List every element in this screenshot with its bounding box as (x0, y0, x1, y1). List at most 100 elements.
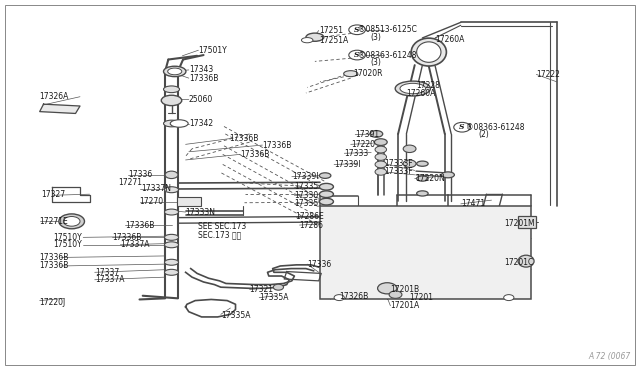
Text: 17335: 17335 (294, 182, 319, 191)
Text: S: S (355, 26, 360, 34)
Ellipse shape (396, 81, 431, 96)
Text: 17333N: 17333N (186, 208, 216, 217)
Text: 17510Y: 17510Y (53, 240, 82, 249)
Text: 17501Y: 17501Y (198, 46, 227, 55)
Text: 17270: 17270 (140, 197, 164, 206)
Ellipse shape (417, 191, 428, 196)
Circle shape (375, 161, 387, 168)
Text: 17201M: 17201M (504, 219, 535, 228)
Text: ®08513-6125C: ®08513-6125C (358, 25, 417, 34)
Text: 17333: 17333 (344, 149, 369, 158)
Text: 17271E: 17271E (40, 217, 68, 226)
Ellipse shape (319, 191, 333, 198)
Text: 17336B: 17336B (40, 253, 69, 262)
Ellipse shape (400, 83, 426, 94)
Ellipse shape (344, 71, 358, 77)
Text: 17336B: 17336B (40, 262, 69, 270)
Text: SEC.173 参照: SEC.173 参照 (198, 231, 242, 240)
Text: 17333F: 17333F (384, 167, 413, 176)
Circle shape (59, 214, 84, 229)
Text: S: S (460, 123, 465, 131)
Text: 17335A: 17335A (221, 311, 250, 320)
Ellipse shape (319, 173, 331, 178)
Polygon shape (40, 104, 80, 113)
Bar (320, 206, 531, 299)
Text: 17020R: 17020R (353, 69, 383, 78)
Text: 17260A: 17260A (406, 89, 436, 98)
Text: (2): (2) (479, 130, 490, 139)
Text: 17201: 17201 (410, 293, 434, 302)
Text: 17201B: 17201B (390, 285, 420, 294)
Text: 17220: 17220 (351, 140, 375, 149)
Text: 17222: 17222 (536, 70, 560, 79)
Circle shape (403, 160, 416, 167)
Ellipse shape (417, 42, 441, 62)
Text: SEE SEC.173: SEE SEC.173 (198, 222, 246, 231)
Circle shape (403, 145, 416, 153)
Text: S: S (355, 51, 360, 59)
Circle shape (454, 122, 470, 132)
Text: 17391: 17391 (355, 130, 380, 139)
Ellipse shape (301, 38, 313, 43)
Text: 17336B: 17336B (112, 233, 141, 242)
Circle shape (165, 171, 178, 179)
Text: 17335: 17335 (294, 199, 319, 208)
Text: ®08363-61248: ®08363-61248 (358, 51, 417, 60)
Text: 17336: 17336 (307, 260, 332, 269)
Ellipse shape (417, 176, 428, 181)
Text: 17337A: 17337A (95, 275, 124, 284)
Ellipse shape (370, 131, 383, 137)
Text: 17321: 17321 (250, 285, 274, 294)
Ellipse shape (164, 66, 186, 77)
Text: 17335A: 17335A (259, 293, 289, 302)
Text: 17339I: 17339I (292, 172, 318, 181)
Ellipse shape (442, 172, 454, 178)
Ellipse shape (164, 187, 179, 193)
Text: 17286: 17286 (300, 221, 324, 230)
Text: (3): (3) (370, 58, 381, 67)
Ellipse shape (374, 139, 387, 145)
Circle shape (63, 217, 80, 226)
Circle shape (375, 154, 387, 160)
Text: 17510Y: 17510Y (53, 233, 82, 242)
Ellipse shape (164, 269, 179, 275)
Circle shape (504, 295, 514, 301)
Ellipse shape (412, 38, 447, 66)
Circle shape (375, 169, 387, 175)
Ellipse shape (168, 68, 182, 75)
Text: (3): (3) (370, 33, 381, 42)
Text: 17339I: 17339I (334, 160, 360, 169)
Text: 17337: 17337 (95, 268, 119, 277)
Text: 17343: 17343 (189, 65, 213, 74)
Text: 17342: 17342 (189, 119, 213, 128)
Text: 17327: 17327 (42, 190, 66, 199)
Text: 17336B: 17336B (229, 134, 259, 143)
Text: A 72 (0067: A 72 (0067 (588, 352, 630, 361)
Text: 17336B: 17336B (262, 141, 292, 150)
Text: 17228: 17228 (416, 81, 440, 90)
Text: 17336B: 17336B (189, 74, 218, 83)
Circle shape (378, 283, 397, 294)
Text: 17336B: 17336B (240, 150, 269, 159)
Text: 17201A: 17201A (390, 301, 420, 310)
Text: 17260A: 17260A (435, 35, 465, 44)
Text: 17337N: 17337N (141, 185, 171, 193)
Ellipse shape (164, 120, 179, 127)
Circle shape (349, 25, 365, 35)
Text: 17201C: 17201C (504, 258, 534, 267)
Circle shape (375, 146, 387, 153)
Ellipse shape (319, 198, 333, 205)
Ellipse shape (164, 242, 179, 248)
Text: 17471: 17471 (461, 199, 485, 208)
Text: 17271: 17271 (118, 178, 143, 187)
Text: 17286E: 17286E (296, 212, 324, 221)
Ellipse shape (164, 234, 179, 240)
Ellipse shape (164, 97, 179, 104)
Ellipse shape (518, 255, 534, 267)
Text: 17220J: 17220J (40, 298, 66, 307)
Circle shape (389, 291, 402, 298)
Bar (177, 197, 201, 206)
Ellipse shape (417, 161, 428, 166)
Text: ®08363-61248: ®08363-61248 (466, 123, 524, 132)
Ellipse shape (306, 33, 324, 41)
